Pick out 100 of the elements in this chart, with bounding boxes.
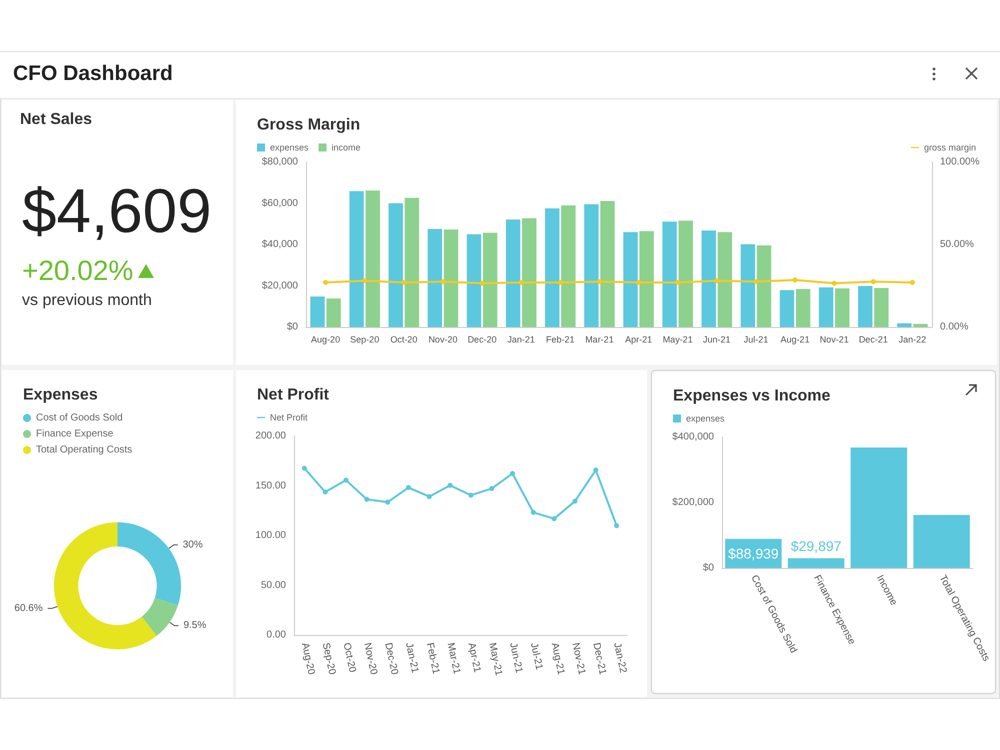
legend-label: Finance Expense bbox=[36, 428, 114, 440]
x-tick-label: May-21 bbox=[662, 334, 693, 344]
bar bbox=[482, 232, 498, 327]
point bbox=[552, 516, 557, 522]
bar bbox=[584, 204, 599, 327]
point bbox=[572, 498, 578, 504]
y-tick-label: 100.00 bbox=[255, 530, 286, 541]
x-tick-label: Jul-21 bbox=[744, 334, 768, 344]
bar bbox=[623, 232, 638, 327]
point bbox=[406, 485, 411, 490]
bar bbox=[600, 200, 615, 327]
y-tick-label: 0.00 bbox=[266, 630, 286, 640]
bar bbox=[545, 208, 560, 327]
x-tick-label: Aug-20 bbox=[299, 642, 317, 676]
x-tick-label: Dec-21 bbox=[590, 642, 608, 676]
x-tick-label: Dec-21 bbox=[858, 334, 888, 344]
x-tick-label: Jun-21 bbox=[703, 334, 731, 344]
x-tick-label: Apr-21 bbox=[466, 642, 483, 674]
legend-label: Total Operating Costs bbox=[36, 444, 132, 456]
point bbox=[364, 496, 370, 502]
x-tick-label: Jun-21 bbox=[507, 642, 524, 674]
bar bbox=[874, 288, 889, 327]
point bbox=[510, 471, 516, 476]
bar bbox=[740, 244, 756, 327]
x-tick-label: Jan-22 bbox=[898, 334, 926, 344]
bar bbox=[326, 298, 341, 327]
y2-tick-label: 0.00% bbox=[940, 322, 968, 332]
x-tick-label: Aug-20 bbox=[311, 334, 340, 344]
bar bbox=[718, 232, 732, 327]
y-tick-label: $20,000 bbox=[262, 280, 298, 292]
x-tick-label: Aug-21 bbox=[780, 334, 810, 344]
text: CFO Dashboard bbox=[13, 62, 173, 86]
bar bbox=[796, 289, 810, 327]
data-label: 30% bbox=[182, 539, 203, 550]
bar bbox=[702, 230, 716, 327]
bar bbox=[678, 220, 693, 327]
y-tick-label: 50.00 bbox=[260, 580, 286, 591]
x-tick-label: Sep-20 bbox=[350, 334, 380, 344]
x-tick-label: Jan-22 bbox=[611, 642, 628, 674]
bar bbox=[522, 218, 536, 327]
y-tick-label: $0 bbox=[702, 562, 714, 574]
bar bbox=[349, 191, 364, 327]
x-tick-label: Jan-21 bbox=[403, 642, 420, 674]
text: $4,609 bbox=[22, 176, 212, 247]
x-tick-label: Feb-21 bbox=[546, 334, 575, 344]
point bbox=[614, 523, 620, 528]
bar bbox=[366, 190, 380, 327]
bar bbox=[788, 558, 844, 568]
bar bbox=[310, 296, 325, 327]
point bbox=[530, 510, 536, 515]
y-tick-label: $200,000 bbox=[672, 497, 714, 508]
bar bbox=[639, 231, 654, 327]
bar bbox=[388, 203, 403, 327]
data-label: $88,939 bbox=[728, 545, 779, 562]
chart-title: Expenses bbox=[23, 386, 98, 404]
y-tick-label: 200.00 bbox=[255, 430, 286, 442]
legend-label: expenses bbox=[270, 142, 310, 152]
point bbox=[489, 486, 494, 492]
x-tick-label: Nov-20 bbox=[428, 334, 458, 344]
y-tick-label: $40,000 bbox=[262, 239, 298, 250]
point bbox=[344, 478, 349, 483]
x-tick-label: Oct-20 bbox=[390, 334, 418, 344]
bar bbox=[913, 324, 928, 327]
bar bbox=[444, 229, 458, 327]
bar bbox=[428, 229, 442, 327]
bar bbox=[561, 205, 576, 327]
legend-label: Cost of Goods Sold bbox=[36, 412, 123, 424]
y-tick-label: $60,000 bbox=[262, 198, 298, 209]
point bbox=[593, 468, 598, 473]
y-tick-label: $400,000 bbox=[672, 432, 714, 442]
bar bbox=[850, 447, 908, 568]
point bbox=[385, 500, 390, 505]
bar bbox=[897, 323, 912, 327]
bar bbox=[466, 234, 482, 327]
text: Net Sales bbox=[20, 111, 92, 129]
point bbox=[302, 466, 307, 471]
y-tick-label: $80,000 bbox=[262, 156, 298, 168]
y-tick-label: $0 bbox=[286, 322, 298, 332]
point bbox=[426, 494, 432, 500]
bar bbox=[818, 287, 834, 327]
x-tick-label: Cost of Goods Sold bbox=[748, 573, 799, 656]
bar bbox=[780, 290, 794, 327]
chart-title: Net Profit bbox=[257, 386, 330, 404]
data-label: 9.5% bbox=[183, 620, 206, 632]
x-tick-label: Sep-20 bbox=[320, 642, 338, 676]
x-tick-label: Jul-21 bbox=[528, 642, 544, 672]
legend-label: Net Profit bbox=[270, 412, 308, 422]
x-tick-label: Nov-21 bbox=[570, 642, 588, 676]
legend-label: gross margin bbox=[924, 142, 976, 152]
point bbox=[448, 482, 453, 488]
x-tick-label: Mar-21 bbox=[585, 334, 614, 344]
legend-label: expenses bbox=[686, 414, 726, 424]
x-tick-label: Jan-21 bbox=[507, 334, 535, 344]
x-tick-label: Feb-21 bbox=[424, 642, 442, 676]
bar bbox=[756, 245, 772, 327]
bar bbox=[506, 220, 520, 327]
x-tick-label: Nov-20 bbox=[361, 642, 380, 676]
y-tick-label: 150.00 bbox=[255, 480, 286, 492]
chart-title: Gross Margin bbox=[257, 116, 360, 134]
point bbox=[468, 492, 474, 498]
